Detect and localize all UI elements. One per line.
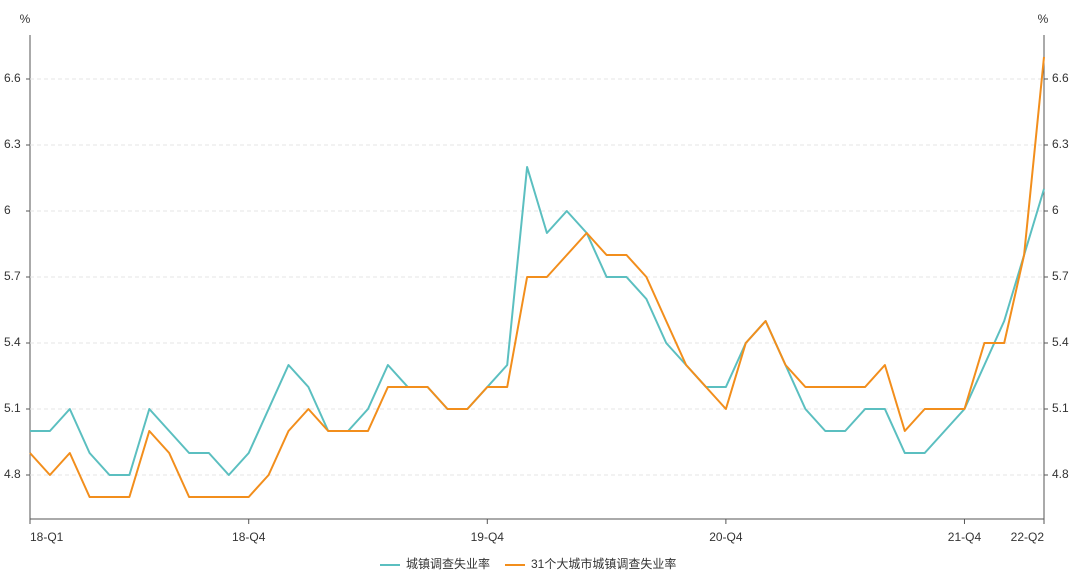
- x-tick-label: 21-Q4: [948, 530, 982, 544]
- y-tick-label: 5.1: [4, 401, 21, 415]
- x-tick-label: 18-Q4: [232, 530, 266, 544]
- x-tick-label: 20-Q4: [709, 530, 743, 544]
- legend-label: 31个大城市城镇调查失业率: [531, 556, 676, 571]
- y2-tick-label: 6: [1052, 203, 1059, 217]
- legend-label: 城镇调查失业率: [406, 556, 490, 571]
- y2-tick-label: 5.1: [1052, 401, 1069, 415]
- series-line: [30, 166, 1045, 476]
- y-tick-label: 6.3: [4, 137, 21, 151]
- y-tick-label: 6: [4, 203, 11, 217]
- x-tick-label: 18-Q1: [30, 530, 64, 544]
- y2-tick-label: 6.6: [1052, 71, 1069, 85]
- y2-axis-unit: %: [1038, 12, 1049, 26]
- y2-tick-label: 4.8: [1052, 467, 1069, 481]
- series-line: [29, 56, 1045, 498]
- y2-tick-label: 5.4: [1052, 335, 1069, 349]
- y2-tick-label: 6.3: [1052, 137, 1069, 151]
- y-tick-label: 5.4: [4, 335, 21, 349]
- x-tick-label: 19-Q4: [471, 530, 505, 544]
- y2-tick-label: 5.7: [1052, 269, 1069, 283]
- y-tick-label: 5.7: [4, 269, 21, 283]
- x-tick-label: 22-Q2: [1011, 530, 1045, 544]
- y-tick-label: 4.8: [4, 467, 21, 481]
- y-tick-label: 6.6: [4, 71, 21, 85]
- y-axis-unit: %: [20, 12, 31, 26]
